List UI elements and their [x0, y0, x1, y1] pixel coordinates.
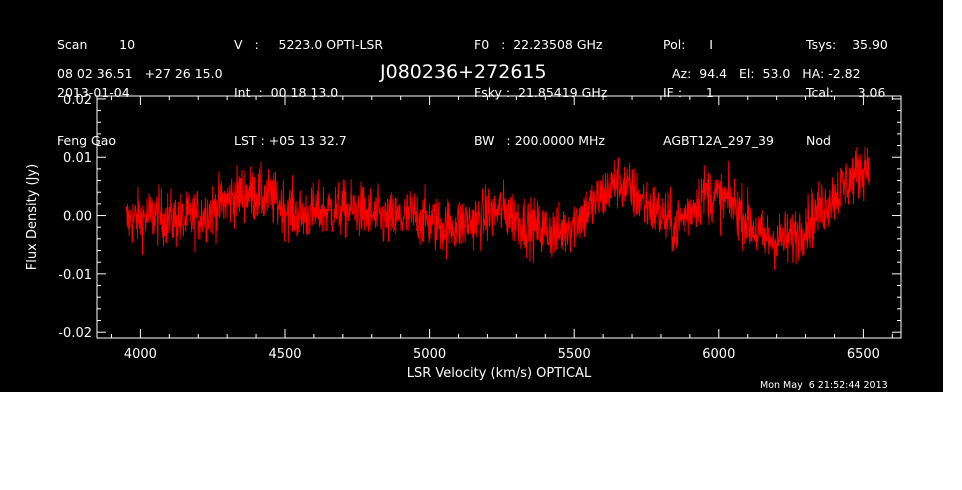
header-bandwidth: BW : 200.0000 MHz: [474, 133, 605, 148]
source-title: J080236+272615: [380, 61, 547, 83]
header-project: AGBT12A_297_39: [663, 133, 774, 148]
x-tick-label: 5500: [558, 347, 591, 362]
header-procedure: Nod: [806, 133, 831, 148]
header-tsys: Tsys: 35.90: [806, 37, 888, 52]
y-tick-label: -0.02: [58, 326, 92, 341]
axes-group: 4000 4500 5000 5500 6000 6500 -0.02 -0.01 0.00 0.…: [58, 93, 901, 362]
x-tick-label: 6500: [847, 347, 880, 362]
header-velocity: V : 5223.0 OPTI-LSR: [234, 37, 384, 52]
spectrum-trace: [125, 146, 870, 270]
x-tick-label: 6000: [702, 347, 735, 362]
x-tick-label: 4500: [268, 347, 301, 362]
header-lst: LST : +05 13 32.7: [234, 133, 347, 148]
header-scan: Scan 10: [57, 37, 136, 52]
header-pol: Pol: I: [663, 37, 713, 52]
y-tick-label: 0.01: [63, 151, 92, 166]
y-tick-label: 0.00: [63, 210, 92, 225]
spectrum-chart: 4000 4500 5000 5500 6000 6500 -0.02 -0.01 0.00 0.…: [25, 93, 902, 381]
az-el-ha: Az: 94.4 El: 53.0 HA: -2.82: [672, 66, 861, 81]
x-tick-label: 4000: [124, 347, 157, 362]
x-tick-label: 5000: [413, 347, 446, 362]
header-if: IF : 1: [663, 85, 714, 100]
timestamp: Mon May 6 21:52:44 2013: [760, 380, 888, 391]
spectrum-trace-group: [125, 146, 870, 270]
plot-panel: [0, 0, 943, 392]
y-tick-label: 0.02: [63, 93, 92, 108]
y-tick-label: -0.01: [58, 268, 92, 283]
plot-frame: [96, 95, 902, 339]
source-coordinates: 08 02 36.51 +27 26 15.0: [57, 66, 223, 81]
header-f0: F0 : 22.23508 GHz: [474, 37, 603, 52]
x-axis-title: LSR Velocity (km/s) OPTICAL: [407, 366, 592, 381]
y-axis-title: Flux Density (Jy): [25, 164, 40, 270]
header-pol-block: Pol: I IF : 1 AGBT12A_297_39: [663, 5, 774, 165]
